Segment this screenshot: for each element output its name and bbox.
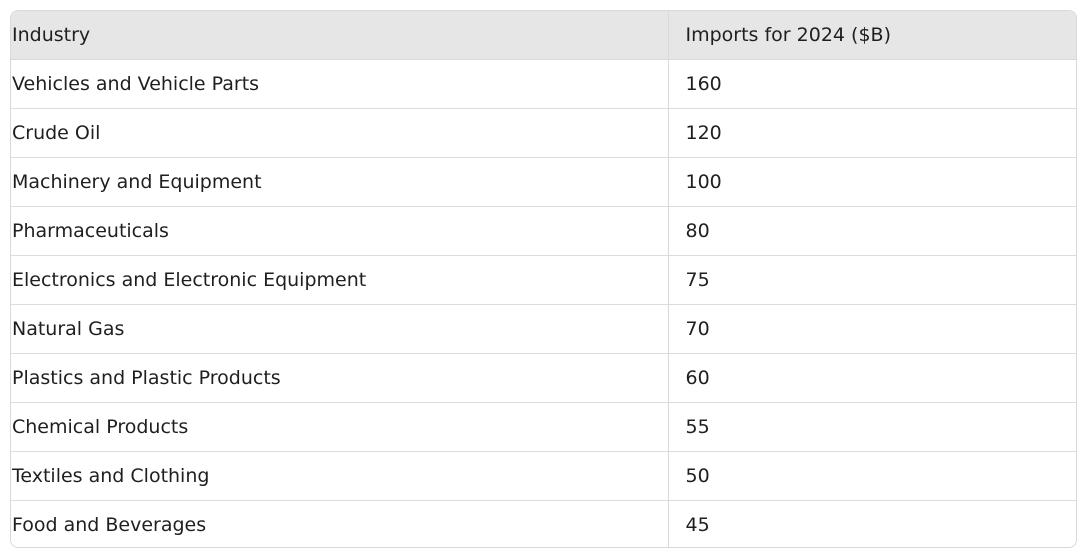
table-row: Machinery and Equipment 100 [11,157,1076,207]
cell-imports: 80 [667,206,1076,256]
header-industry: Industry [11,11,668,60]
cell-industry: Machinery and Equipment [11,157,668,207]
table-row: Crude Oil 120 [11,108,1076,158]
table-row: Electronics and Electronic Equipment 75 [11,255,1076,305]
cell-imports: 45 [667,500,1076,547]
table-row: Natural Gas 70 [11,304,1076,354]
cell-industry: Food and Beverages [12,513,207,536]
cell-industry: Chemical Products [11,402,668,452]
cell-imports: 55 [667,402,1076,452]
cell-industry: Textiles and Clothing [11,451,668,501]
cell-imports: 100 [667,157,1076,207]
cell-imports: 60 [667,353,1076,403]
imports-table-container: Industry Imports for 2024 ($B) Vehicles … [10,10,1077,548]
table-header-row: Industry Imports for 2024 ($B) [11,11,1076,60]
cell-industry: Vehicles and Vehicle Parts [11,59,668,109]
table-row: Pharmaceuticals 80 [11,206,1076,256]
cell-imports: 50 [667,451,1076,501]
header-imports: Imports for 2024 ($B) [667,11,1076,60]
table-row: Vehicles and Vehicle Parts 160 [11,59,1076,109]
cell-industry: Electronics and Electronic Equipment [11,255,668,305]
table-row: Textiles and Clothing 50 [11,451,1076,501]
cell-imports: 75 [667,255,1076,305]
cell-imports: 70 [667,304,1076,354]
table-row: Food and Beverages 45 [11,500,1076,547]
table-row: Plastics and Plastic Products 60 [11,353,1076,403]
cell-industry: Plastics and Plastic Products [11,353,668,403]
table-row: Chemical Products 55 [11,402,1076,452]
cell-industry: Crude Oil [11,108,668,158]
imports-table: Industry Imports for 2024 ($B) Vehicles … [11,11,1076,547]
cell-industry: Natural Gas [11,304,668,354]
cell-imports: 120 [667,108,1076,158]
cell-imports: 160 [667,59,1076,109]
cell-industry: Pharmaceuticals [11,206,668,256]
